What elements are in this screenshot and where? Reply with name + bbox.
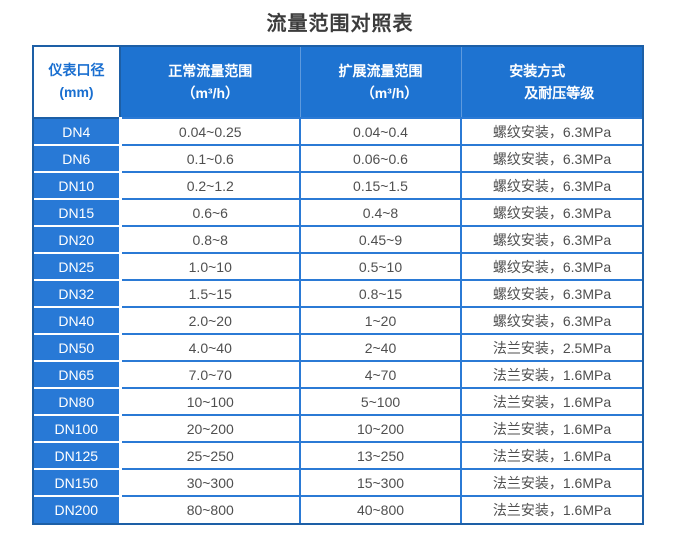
normal-range-cell: 1.5~15	[120, 280, 301, 308]
install-method-cell: 法兰安装，1.6MPa	[461, 469, 642, 497]
dn-label-cell: DN10	[34, 172, 122, 200]
header-normal-flow-range: 正常流量范围 （m³/h）	[120, 47, 300, 119]
header-line: 正常流量范围	[168, 62, 253, 79]
dn-label-cell: DN40	[34, 307, 122, 335]
extended-range-cell: 0.06~0.6	[300, 145, 462, 173]
header-row: 仪表口径 (mm) 正常流量范围 （m³/h） 扩展流量范围 （m³/h） 安装…	[34, 47, 642, 119]
table-row: DN4 0.04~0.25 0.04~0.4 螺纹安装，6.3MPa	[34, 118, 642, 146]
dn-label-cell: DN200	[34, 496, 122, 523]
install-method-cell: 螺纹安装，6.3MPa	[461, 145, 642, 173]
dn-label-cell: DN32	[34, 280, 122, 308]
header-meter-diameter: 仪表口径 (mm)	[34, 47, 121, 119]
dn-label-cell: DN150	[34, 469, 122, 497]
dn-label-cell: DN4	[34, 118, 122, 146]
header-line: 及耐压等级	[524, 85, 595, 101]
install-method-cell: 螺纹安装，6.3MPa	[461, 118, 642, 146]
normal-range-cell: 10~100	[120, 388, 301, 416]
install-method-cell: 螺纹安装，6.3MPa	[461, 253, 642, 281]
extended-range-cell: 0.15~1.5	[300, 172, 462, 200]
extended-range-cell: 13~250	[300, 442, 462, 470]
install-method-cell: 法兰安装，1.6MPa	[461, 496, 642, 523]
dn-label-cell: DN15	[34, 199, 122, 227]
normal-range-cell: 20~200	[120, 415, 301, 443]
header-line: 仪表口径	[48, 62, 105, 79]
table-row: DN65 7.0~70 4~70 法兰安装，1.6MPa	[34, 361, 642, 389]
flow-range-table: 仪表口径 (mm) 正常流量范围 （m³/h） 扩展流量范围 （m³/h） 安装…	[32, 45, 644, 525]
header-line: （m³/h）	[360, 85, 419, 101]
dn-label-cell: DN6	[34, 145, 122, 173]
extended-range-cell: 0.45~9	[300, 226, 462, 254]
header-install-lines: 安装方式 及耐压等级	[509, 60, 594, 105]
install-method-cell: 螺纹安装，6.3MPa	[461, 199, 642, 227]
table-row: DN80 10~100 5~100 法兰安装，1.6MPa	[34, 388, 642, 416]
normal-range-cell: 0.6~6	[120, 199, 301, 227]
normal-range-cell: 25~250	[120, 442, 301, 470]
table-row: DN15 0.6~6 0.4~8 螺纹安装，6.3MPa	[34, 199, 642, 227]
install-method-cell: 法兰安装，1.6MPa	[461, 415, 642, 443]
extended-range-cell: 4~70	[300, 361, 462, 389]
header-line: 安装方式	[509, 62, 566, 79]
table-row: DN6 0.1~0.6 0.06~0.6 螺纹安装，6.3MPa	[34, 145, 642, 173]
normal-range-cell: 30~300	[120, 469, 301, 497]
extended-range-cell: 0.4~8	[300, 199, 462, 227]
install-method-cell: 螺纹安装，6.3MPa	[461, 307, 642, 335]
extended-range-cell: 0.5~10	[300, 253, 462, 281]
header-line: 扩展流量范围	[338, 62, 423, 79]
page-title: 流量范围对照表	[266, 13, 414, 35]
dn-label-cell: DN125	[34, 442, 122, 470]
header-line: (mm)	[59, 84, 94, 100]
install-method-cell: 法兰安装，1.6MPa	[461, 442, 642, 470]
table-row: DN50 4.0~40 2~40 法兰安装，2.5MPa	[34, 334, 642, 362]
table-row: DN200 80~800 40~800 法兰安装，1.6MPa	[34, 496, 642, 523]
normal-range-cell: 7.0~70	[120, 361, 301, 389]
normal-range-cell: 80~800	[120, 496, 301, 523]
extended-range-cell: 0.04~0.4	[300, 118, 462, 146]
install-method-cell: 法兰安装，1.6MPa	[461, 361, 642, 389]
table-row: DN100 20~200 10~200 法兰安装，1.6MPa	[34, 415, 642, 443]
dn-label-cell: DN65	[34, 361, 122, 389]
normal-range-cell: 0.04~0.25	[120, 118, 301, 146]
install-method-cell: 螺纹安装，6.3MPa	[461, 280, 642, 308]
extended-range-cell: 5~100	[300, 388, 462, 416]
normal-range-cell: 0.1~0.6	[120, 145, 301, 173]
extended-range-cell: 0.8~15	[300, 280, 462, 308]
extended-range-cell: 10~200	[300, 415, 462, 443]
extended-range-cell: 1~20	[300, 307, 462, 335]
install-method-cell: 法兰安装，1.6MPa	[461, 388, 642, 416]
table-row: DN32 1.5~15 0.8~15 螺纹安装，6.3MPa	[34, 280, 642, 308]
dn-label-cell: DN100	[34, 415, 122, 443]
table-row: DN10 0.2~1.2 0.15~1.5 螺纹安装，6.3MPa	[34, 172, 642, 200]
install-method-cell: 螺纹安装，6.3MPa	[461, 226, 642, 254]
table-row: DN40 2.0~20 1~20 螺纹安装，6.3MPa	[34, 307, 642, 335]
table-row: DN150 30~300 15~300 法兰安装，1.6MPa	[34, 469, 642, 497]
install-method-cell: 螺纹安装，6.3MPa	[461, 172, 642, 200]
flow-range-table-grid: 仪表口径 (mm) 正常流量范围 （m³/h） 扩展流量范围 （m³/h） 安装…	[34, 47, 642, 523]
table-body: DN4 0.04~0.25 0.04~0.4 螺纹安装，6.3MPa DN6 0.1~0.…	[34, 118, 642, 523]
table-row: DN25 1.0~10 0.5~10 螺纹安装，6.3MPa	[34, 253, 642, 281]
extended-range-cell: 40~800	[300, 496, 462, 523]
table-row: DN125 25~250 13~250 法兰安装，1.6MPa	[34, 442, 642, 470]
normal-range-cell: 0.8~8	[120, 226, 301, 254]
normal-range-cell: 2.0~20	[120, 307, 301, 335]
table-row: DN20 0.8~8 0.45~9 螺纹安装，6.3MPa	[34, 226, 642, 254]
normal-range-cell: 1.0~10	[120, 253, 301, 281]
normal-range-cell: 0.2~1.2	[120, 172, 301, 200]
dn-label-cell: DN25	[34, 253, 122, 281]
dn-label-cell: DN80	[34, 388, 122, 416]
header-install-method: 安装方式 及耐压等级	[460, 47, 642, 119]
dn-label-cell: DN50	[34, 334, 122, 362]
extended-range-cell: 2~40	[300, 334, 462, 362]
normal-range-cell: 4.0~40	[120, 334, 301, 362]
header-extended-flow-range: 扩展流量范围 （m³/h）	[299, 47, 461, 119]
header-line: （m³/h）	[181, 85, 240, 101]
install-method-cell: 法兰安装，2.5MPa	[461, 334, 642, 362]
dn-label-cell: DN20	[34, 226, 122, 254]
extended-range-cell: 15~300	[300, 469, 462, 497]
